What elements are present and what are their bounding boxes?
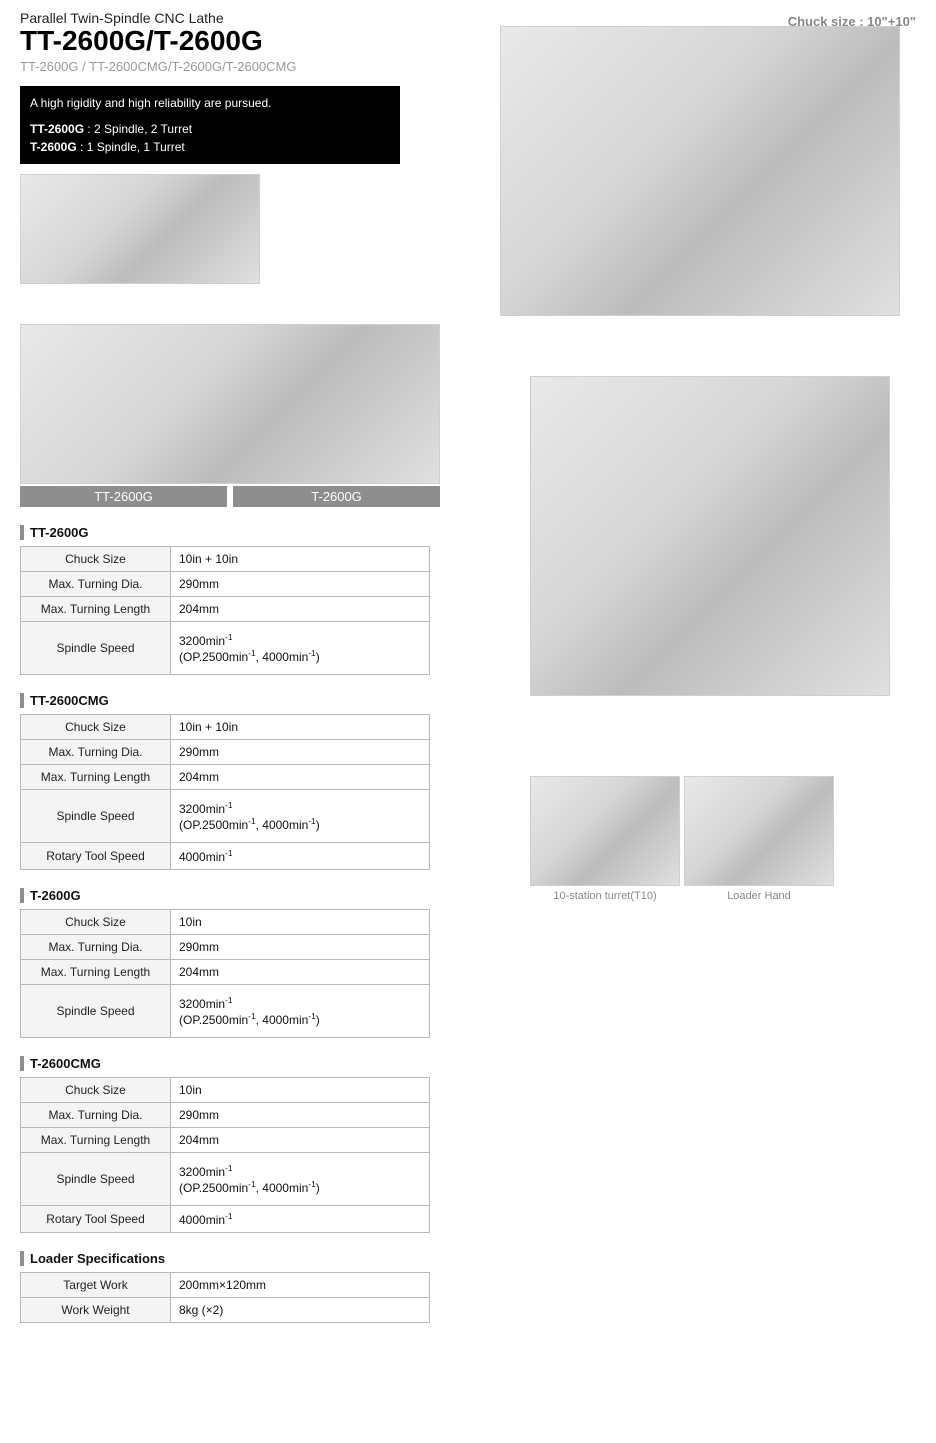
spec-row-label: Chuck Size bbox=[21, 546, 171, 571]
tt-desc: : 2 Spindle, 2 Turret bbox=[84, 122, 192, 136]
spec-row-label: Max. Turning Length bbox=[21, 1127, 171, 1152]
loader-row0-value: 200mm×120mm bbox=[171, 1272, 430, 1297]
spec-row-label: Max. Turning Length bbox=[21, 959, 171, 984]
spec-row-value: 3200min-1(OP.2500min-1, 4000min-1) bbox=[171, 984, 430, 1037]
loader-row1-value: 8kg (×2) bbox=[171, 1297, 430, 1322]
spec-row-value: 204mm bbox=[171, 1127, 430, 1152]
spec-row-label: Chuck Size bbox=[21, 909, 171, 934]
left-column: A high rigidity and high reliability are… bbox=[20, 86, 460, 1323]
spec-row-value: 3200min-1(OP.2500min-1, 4000min-1) bbox=[171, 1152, 430, 1205]
machine-label-tt: TT-2600G bbox=[20, 486, 227, 507]
highlight-tt: TT-2600G : 2 Spindle, 2 Turret bbox=[30, 120, 390, 138]
spec-row-label: Spindle Speed bbox=[21, 1152, 171, 1205]
spec-table: Chuck Size10inMax. Turning Dia.290mmMax.… bbox=[20, 909, 430, 1038]
spec-row-value: 3200min-1(OP.2500min-1, 4000min-1) bbox=[171, 621, 430, 674]
spec-row-label: Max. Turning Dia. bbox=[21, 934, 171, 959]
spec-row-label: Max. Turning Dia. bbox=[21, 571, 171, 596]
spec-row-value: 290mm bbox=[171, 739, 430, 764]
spec-row-value: 10in bbox=[171, 909, 430, 934]
tt-label: TT-2600G bbox=[30, 122, 84, 136]
spec-row-value: 3200min-1(OP.2500min-1, 4000min-1) bbox=[171, 789, 430, 842]
spec-table-title: T-2600G bbox=[20, 888, 460, 903]
highlight-box: A high rigidity and high reliability are… bbox=[20, 86, 400, 164]
loader-hand-image bbox=[684, 776, 834, 886]
spec-row-label: Max. Turning Length bbox=[21, 596, 171, 621]
thumb-turret: 10-station turret(T10) bbox=[530, 776, 680, 902]
spec-row-value: 290mm bbox=[171, 1102, 430, 1127]
loader-table: Target Work 200mm×120mm Work Weight 8kg … bbox=[20, 1272, 430, 1323]
spec-row-label: Max. Turning Dia. bbox=[21, 739, 171, 764]
machine-front-image bbox=[530, 376, 890, 696]
spec-row-label: Spindle Speed bbox=[21, 789, 171, 842]
machine-label-t: T-2600G bbox=[233, 486, 440, 507]
spec-row-label: Chuck Size bbox=[21, 714, 171, 739]
spec-row-label: Spindle Speed bbox=[21, 984, 171, 1037]
thumbnail-row: 10-station turret(T10) Loader Hand bbox=[530, 776, 916, 902]
thumb-loader-hand: Loader Hand bbox=[684, 776, 834, 902]
turret-caption: 10-station turret(T10) bbox=[530, 890, 680, 902]
spec-row-value: 4000min-1 bbox=[171, 842, 430, 869]
spec-row-value: 4000min-1 bbox=[171, 1205, 430, 1232]
spec-row-label: Max. Turning Dia. bbox=[21, 1102, 171, 1127]
spec-row-label: Rotary Tool Speed bbox=[21, 842, 171, 869]
turret-image bbox=[530, 776, 680, 886]
loader-row0-label: Target Work bbox=[21, 1272, 171, 1297]
spec-row-value: 10in bbox=[171, 1077, 430, 1102]
spec-row-value: 290mm bbox=[171, 934, 430, 959]
spec-table: Chuck Size10in + 10inMax. Turning Dia.29… bbox=[20, 546, 430, 675]
spec-table-title: T-2600CMG bbox=[20, 1056, 460, 1071]
spec-table: Chuck Size10in + 10inMax. Turning Dia.29… bbox=[20, 714, 430, 870]
hero-machine-image bbox=[500, 26, 900, 316]
t-label: T-2600G bbox=[30, 140, 77, 154]
spec-row-value: 290mm bbox=[171, 571, 430, 596]
highlight-line1: A high rigidity and high reliability are… bbox=[30, 94, 390, 112]
machine-pair: TT-2600G T-2600G bbox=[20, 324, 460, 507]
spec-tables-container: TT-2600GChuck Size10in + 10inMax. Turnin… bbox=[20, 525, 460, 1233]
spec-row-value: 10in + 10in bbox=[171, 714, 430, 739]
loader-hand-caption: Loader Hand bbox=[684, 890, 834, 902]
category-label: Parallel Twin-Spindle CNC Lathe bbox=[20, 10, 728, 26]
spec-row-value: 204mm bbox=[171, 959, 430, 984]
loader-row1-label: Work Weight bbox=[21, 1297, 171, 1322]
spec-table-title: TT-2600G bbox=[20, 525, 460, 540]
spindle-detail-image bbox=[20, 174, 260, 284]
spec-table-title: TT-2600CMG bbox=[20, 693, 460, 708]
machine-pair-image bbox=[20, 324, 440, 484]
spec-row-label: Chuck Size bbox=[21, 1077, 171, 1102]
right-column: 10-station turret(T10) Loader Hand bbox=[490, 86, 916, 1323]
spec-row-value: 204mm bbox=[171, 596, 430, 621]
t-desc: : 1 Spindle, 1 Turret bbox=[77, 140, 185, 154]
spec-row-value: 204mm bbox=[171, 764, 430, 789]
spec-row-label: Rotary Tool Speed bbox=[21, 1205, 171, 1232]
highlight-t: T-2600G : 1 Spindle, 1 Turret bbox=[30, 138, 390, 156]
spec-row-value: 10in + 10in bbox=[171, 546, 430, 571]
loader-section-title: Loader Specifications bbox=[20, 1251, 460, 1266]
spec-row-label: Max. Turning Length bbox=[21, 764, 171, 789]
spec-row-label: Spindle Speed bbox=[21, 621, 171, 674]
spec-table: Chuck Size10inMax. Turning Dia.290mmMax.… bbox=[20, 1077, 430, 1233]
